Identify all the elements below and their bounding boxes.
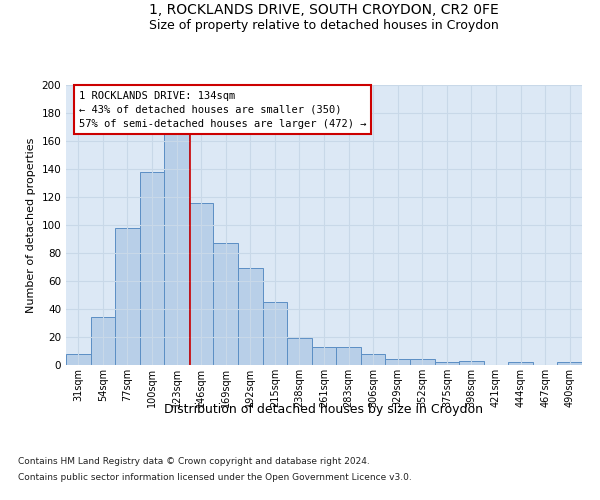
Bar (263, 302, 287, 365)
Text: 1, ROCKLANDS DRIVE, SOUTH CROYDON, CR2 0FE: 1, ROCKLANDS DRIVE, SOUTH CROYDON, CR2 0… (149, 2, 499, 16)
Bar (91, 318, 115, 365)
Bar (385, 360, 410, 365)
Bar (361, 354, 385, 365)
Bar (140, 172, 164, 365)
Text: Size of property relative to detached houses in Croydon: Size of property relative to detached ho… (149, 18, 499, 32)
Bar (434, 362, 459, 365)
Bar (557, 362, 582, 365)
Bar (410, 360, 434, 365)
Bar (459, 361, 484, 365)
Y-axis label: Number of detached properties: Number of detached properties (26, 138, 36, 312)
Text: Distribution of detached houses by size in Croydon: Distribution of detached houses by size … (164, 402, 484, 415)
Text: Contains public sector information licensed under the Open Government Licence v3: Contains public sector information licen… (18, 472, 412, 482)
Bar (508, 362, 533, 365)
Text: 1 ROCKLANDS DRIVE: 134sqm
← 43% of detached houses are smaller (350)
57% of semi: 1 ROCKLANDS DRIVE: 134sqm ← 43% of detac… (79, 90, 366, 128)
Bar (189, 202, 214, 365)
Text: Contains HM Land Registry data © Crown copyright and database right 2024.: Contains HM Land Registry data © Crown c… (18, 458, 370, 466)
Bar (287, 338, 312, 365)
Bar (164, 134, 189, 365)
Bar (214, 243, 238, 365)
Bar (238, 268, 263, 365)
Bar (115, 228, 140, 365)
Bar (312, 347, 336, 365)
Bar (66, 354, 91, 365)
Bar (336, 347, 361, 365)
